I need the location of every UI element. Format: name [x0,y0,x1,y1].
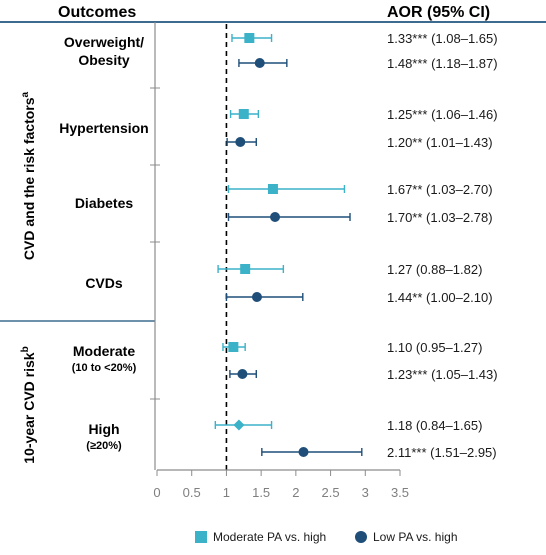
aor-value: 1.67** (1.03–2.70) [387,182,493,197]
aor-value: 1.25*** (1.06–1.46) [387,107,498,122]
section-label-risk-text: 10-year CVD risk [21,352,37,464]
point-estimate-circle [298,447,309,457]
point-estimate-square [267,184,278,194]
outcome-group: Moderate (10 to <20%) 1.10 (0.95–1.27) 1.23… [72,340,498,382]
header-outcomes: Outcomes [58,4,136,21]
aor-value: 1.48*** (1.18–1.87) [387,56,498,71]
estimate-row-moderate: 1.27 (0.88–1.82) [217,262,482,277]
section-label-cvd-sup: a [20,91,31,97]
section-label-cvd: CVD and the risk factorsa [20,91,37,260]
x-tick-label: 3 [362,485,369,500]
outcome-group: Overweight/Obesity 1.33*** (1.08–1.65) 1.4… [64,31,498,71]
legend: Moderate PA vs. high Low PA vs. high [195,530,458,544]
point-estimate-square [228,342,239,352]
outcome-label: Hypertension [59,120,148,136]
outcome-label: Moderate [73,343,135,359]
point-estimate-square [240,264,251,274]
outcome-label: CVDs [85,275,123,291]
estimate-row-low: 1.20** (1.01–1.43) [226,135,493,150]
point-estimate-circle [237,369,248,379]
estimate-row-moderate: 1.25*** (1.06–1.46) [229,107,498,122]
legend-label: Low PA vs. high [373,530,458,544]
estimate-row-moderate: 1.67** (1.03–2.70) [227,182,493,197]
aor-value: 1.70** (1.03–2.78) [387,210,493,225]
outcome-sublabel: (10 to <20%) [72,362,137,374]
point-estimate-square [244,33,255,43]
section-label-risk-sup: b [20,346,31,352]
x-tick-label: 0.5 [183,485,201,500]
outcome-group: Hypertension 1.25*** (1.06–1.46) 1.20** (1… [59,107,497,150]
point-estimate-circle [254,58,265,68]
estimate-row-low: 1.70** (1.03–2.78) [227,210,493,225]
x-tick-label: 3.5 [391,485,409,500]
x-tick-label: 1.5 [252,485,270,500]
estimate-row-low: 2.11*** (1.51–2.95) [261,445,497,460]
x-tick-label: 2.5 [322,485,340,500]
estimate-row-low: 1.44** (1.00–2.10) [225,290,493,305]
aor-value: 1.27 (0.88–1.82) [387,262,482,277]
x-axis: 0 0.5 1 1.5 2 2.5 3 3.5 [153,469,409,500]
aor-value: 1.20** (1.01–1.43) [387,135,493,150]
point-estimate-diamond [233,419,245,431]
aor-value: 1.23*** (1.05–1.43) [387,367,498,382]
point-estimate-circle [270,212,281,222]
point-estimate-square [238,109,249,119]
legend-square-marker [195,531,207,543]
section-label-risk: 10-year CVD riskb [20,346,37,463]
estimate-row-moderate: 1.10 (0.95–1.27) [222,340,482,355]
aor-value: 1.44** (1.00–2.10) [387,290,493,305]
point-estimate-circle [251,292,262,302]
estimate-row-low: 1.48*** (1.18–1.87) [238,56,498,71]
forest-rows: Overweight/Obesity 1.33*** (1.08–1.65) 1.4… [59,31,497,460]
estimate-row-low: 1.23*** (1.05–1.43) [229,367,498,382]
legend-circle-marker [355,531,367,543]
estimate-row-moderate: 1.33*** (1.08–1.65) [231,31,498,46]
outcome-group: CVDs 1.27 (0.88–1.82) 1.44** (1.00–2.10) [85,262,492,305]
aor-value: 1.33*** (1.08–1.65) [387,31,498,46]
aor-value: 1.18 (0.84–1.65) [387,418,482,433]
outcome-sublabel: (≥20%) [86,440,122,452]
outcome-group: High (≥20%) 1.18 (0.84–1.65) 2.11*** (1.51–… [86,418,496,460]
header-aor: AOR (95% CI) [387,4,490,21]
estimate-row-moderate: 1.18 (0.84–1.65) [214,418,482,433]
point-estimate-circle [235,137,246,147]
outcome-group: Diabetes 1.67** (1.03–2.70) 1.70** (1.03–2… [75,182,493,225]
group-dividers [150,22,228,470]
outcome-label: Overweight/ [64,34,144,50]
x-tick-label: 1 [223,485,230,500]
legend-label: Moderate PA vs. high [213,530,326,544]
section-label-cvd-text: CVD and the risk factors [21,97,37,260]
x-tick-label: 2 [292,485,299,500]
x-tick-label: 0 [153,485,160,500]
aor-value: 2.11*** (1.51–2.95) [387,445,497,460]
aor-value: 1.10 (0.95–1.27) [387,340,482,355]
outcome-label: Diabetes [75,195,134,211]
outcome-label: High [88,421,119,437]
outcome-label: Obesity [78,52,130,68]
